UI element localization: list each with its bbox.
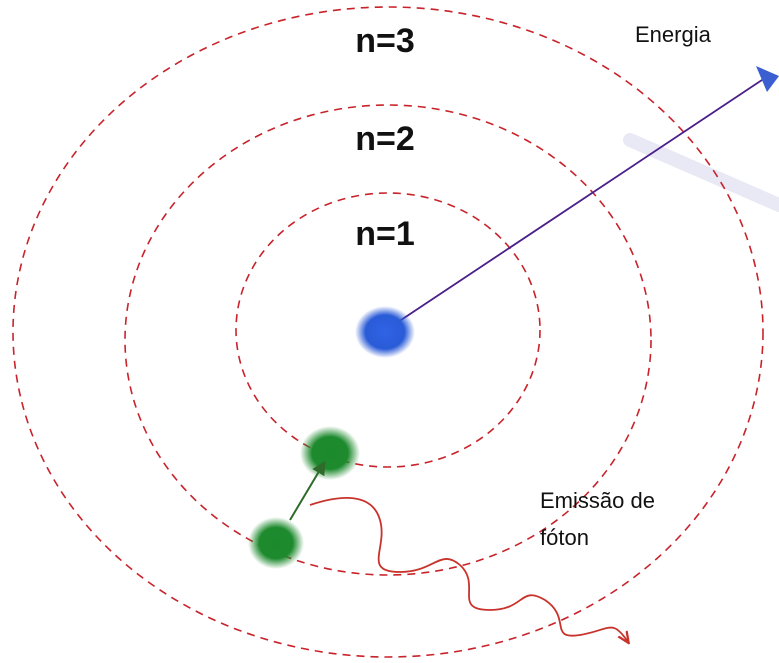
level-label-n1: n=1 xyxy=(355,215,415,253)
electron-n1 xyxy=(300,426,360,480)
emission-label-line1: Emissão de xyxy=(540,488,655,513)
orbit-n3 xyxy=(12,6,764,658)
orbit-n2 xyxy=(124,104,652,576)
electron-n2 xyxy=(248,517,304,569)
level-label-n2: n=2 xyxy=(355,120,415,158)
orbit-n1 xyxy=(235,192,541,468)
energy-arrowhead xyxy=(756,66,779,92)
background-streak xyxy=(623,133,779,212)
transition-arrow xyxy=(289,460,326,521)
emission-label-line2: fóton xyxy=(540,525,589,550)
photon-wave xyxy=(309,496,628,642)
level-label-n3: n=3 xyxy=(355,22,415,60)
energy-arrow-line xyxy=(385,77,766,331)
nucleus xyxy=(355,306,415,358)
energy-label: Energia xyxy=(635,22,712,47)
